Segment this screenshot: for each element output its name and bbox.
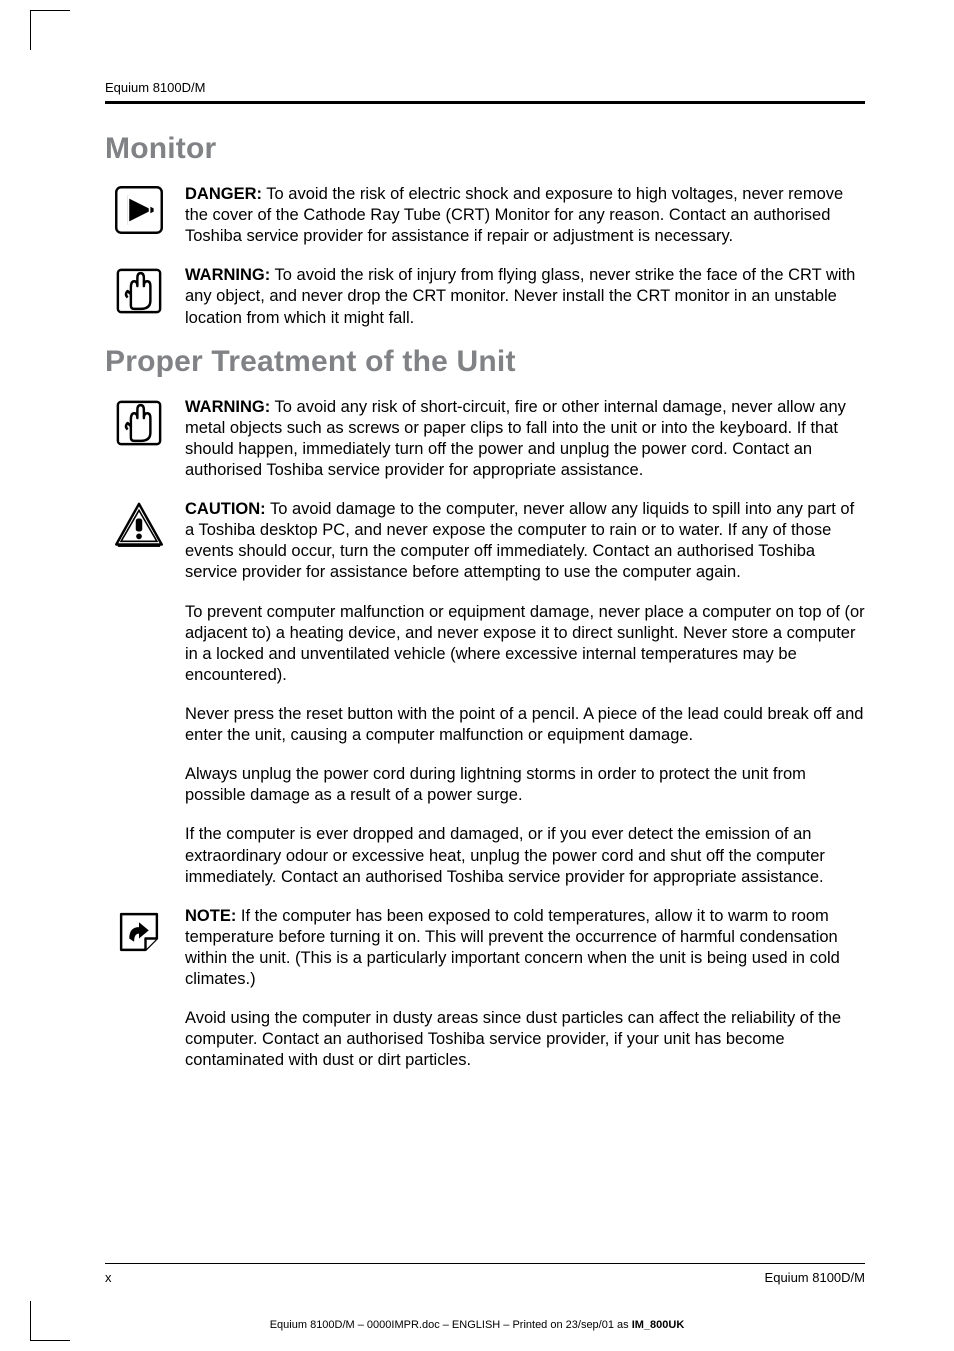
entry-text: To prevent computer malfunction or equip… <box>185 603 865 684</box>
page-number: x <box>105 1270 112 1285</box>
section-entries: WARNING: To avoid any risk of short-circ… <box>105 397 865 1082</box>
entry-body: Avoid using the computer in dusty areas … <box>185 1008 865 1081</box>
entry-text: If the computer has been exposed to cold… <box>185 907 840 988</box>
entry-body: Always unplug the power cord during ligh… <box>185 764 865 816</box>
entry-body: DANGER: To avoid the risk of electric sh… <box>185 184 865 257</box>
entry-paragraph: DANGER: To avoid the risk of electric sh… <box>185 184 865 247</box>
entry-text: Never press the reset button with the po… <box>185 705 863 744</box>
crop-mark-tl <box>30 10 70 50</box>
entry-text: To avoid the risk of injury from flying … <box>185 266 855 326</box>
entry-text: To avoid the risk of electric shock and … <box>185 185 843 245</box>
entry: CAUTION: To avoid damage to the computer… <box>105 499 865 593</box>
footer-product: Equium 8100D/M <box>765 1270 865 1285</box>
running-head: Equium 8100D/M <box>105 80 865 95</box>
foot-rule <box>105 1263 865 1264</box>
footer: x Equium 8100D/M <box>105 1263 865 1285</box>
entry-text: Always unplug the power cord during ligh… <box>185 765 806 804</box>
printline-bold: IM_800UK <box>632 1319 685 1331</box>
entry-body: Never press the reset button with the po… <box>185 704 865 756</box>
entry-text: To avoid any risk of short-circuit, fire… <box>185 398 846 479</box>
entry: Never press the reset button with the po… <box>105 704 865 756</box>
page-content: Equium 8100D/M Monitor DANGER: To avoid t… <box>105 80 865 1082</box>
caution-icon <box>105 499 165 551</box>
entry: WARNING: To avoid any risk of short-circ… <box>105 397 865 491</box>
entry-text: If the computer is ever dropped and dama… <box>185 825 825 885</box>
note-icon <box>105 906 165 958</box>
entry-paragraph: If the computer is ever dropped and dama… <box>185 824 865 887</box>
entry-label: DANGER: <box>185 185 262 203</box>
entry-label: CAUTION: <box>185 500 266 518</box>
entry-paragraph: Always unplug the power cord during ligh… <box>185 764 865 806</box>
entry-label: WARNING: <box>185 398 270 416</box>
entry-body: If the computer is ever dropped and dama… <box>185 824 865 897</box>
entry-paragraph: Never press the reset button with the po… <box>185 704 865 746</box>
warning-hand-icon <box>105 265 165 317</box>
entry-paragraph: Avoid using the computer in dusty areas … <box>185 1008 865 1071</box>
entry: NOTE: If the computer has been exposed t… <box>105 906 865 1000</box>
entry: Always unplug the power cord during ligh… <box>105 764 865 816</box>
entry-label: WARNING: <box>185 266 270 284</box>
entry-body: CAUTION: To avoid damage to the computer… <box>185 499 865 593</box>
warning-hand-icon <box>105 397 165 449</box>
entry: Avoid using the computer in dusty areas … <box>105 1008 865 1081</box>
entry-body: WARNING: To avoid the risk of injury fro… <box>185 265 865 338</box>
section-title: Monitor <box>105 132 865 166</box>
entry-label: NOTE: <box>185 907 236 925</box>
entry-paragraph: WARNING: To avoid any risk of short-circ… <box>185 397 865 481</box>
entry-paragraph: CAUTION: To avoid damage to the computer… <box>185 499 865 583</box>
entry-body: NOTE: If the computer has been exposed t… <box>185 906 865 1000</box>
printline-prefix: Equium 8100D/M – 0000IMPR.doc – ENGLISH … <box>270 1319 632 1331</box>
entry-body: To prevent computer malfunction or equip… <box>185 602 865 696</box>
entry-text: Avoid using the computer in dusty areas … <box>185 1009 841 1069</box>
entry: If the computer is ever dropped and dama… <box>105 824 865 897</box>
entry-text: To avoid damage to the computer, never a… <box>185 500 854 581</box>
entry: To prevent computer malfunction or equip… <box>105 602 865 696</box>
section-entries: DANGER: To avoid the risk of electric sh… <box>105 184 865 339</box>
print-line: Equium 8100D/M – 0000IMPR.doc – ENGLISH … <box>0 1319 954 1331</box>
entry: DANGER: To avoid the risk of electric sh… <box>105 184 865 257</box>
entry: WARNING: To avoid the risk of injury fro… <box>105 265 865 338</box>
danger-icon <box>105 184 165 236</box>
entry-paragraph: WARNING: To avoid the risk of injury fro… <box>185 265 865 328</box>
entry-paragraph: NOTE: If the computer has been exposed t… <box>185 906 865 990</box>
entry-body: WARNING: To avoid any risk of short-circ… <box>185 397 865 491</box>
section-title: Proper Treatment of the Unit <box>105 345 865 379</box>
head-rule <box>105 101 865 104</box>
entry-paragraph: To prevent computer malfunction or equip… <box>185 602 865 686</box>
